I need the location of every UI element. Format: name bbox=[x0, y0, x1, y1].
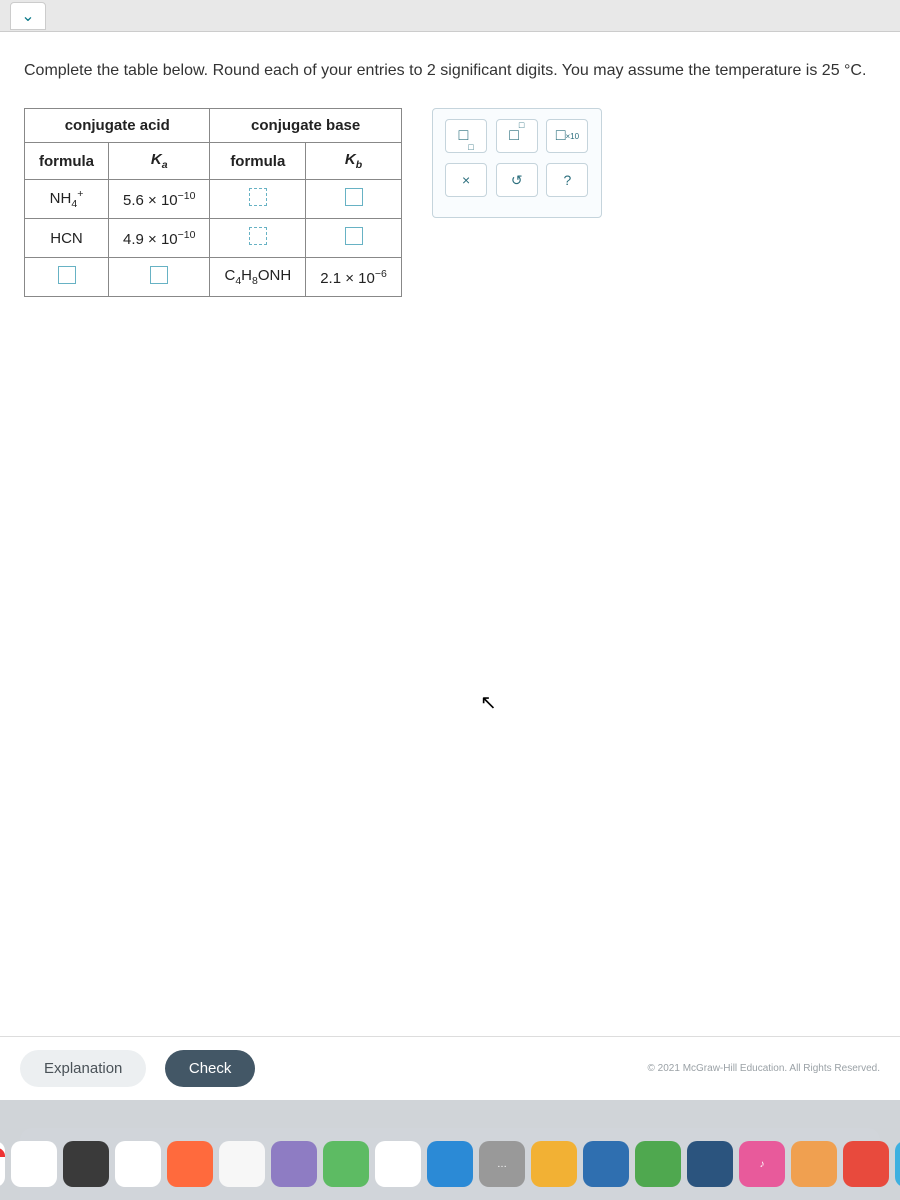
mouse-cursor-icon: ↖ bbox=[480, 690, 497, 715]
input-tool-panel: □□ □□ □×10 × ↺ ? bbox=[432, 108, 602, 218]
col-kb: Kb bbox=[306, 143, 402, 180]
dock-app[interactable] bbox=[791, 1141, 837, 1187]
superscript-tool[interactable]: □□ bbox=[496, 119, 538, 153]
kb-cell[interactable] bbox=[306, 219, 402, 258]
dock-app[interactable] bbox=[115, 1141, 161, 1187]
ka-cell[interactable] bbox=[109, 258, 210, 297]
dock-app[interactable] bbox=[531, 1141, 577, 1187]
instruction-text: Complete the table below. Round each of … bbox=[24, 62, 876, 80]
ka-cell[interactable]: 4.9 × 10−10 bbox=[109, 219, 210, 258]
dock-app[interactable] bbox=[895, 1141, 900, 1187]
macos-dock: JUN 11 …♪ bbox=[20, 1128, 880, 1200]
dock-app[interactable] bbox=[271, 1141, 317, 1187]
dock-calendar[interactable]: JUN 11 bbox=[0, 1141, 5, 1187]
check-button[interactable]: Check bbox=[165, 1050, 256, 1087]
subscript-tool[interactable]: □□ bbox=[445, 119, 487, 153]
copyright-text: © 2021 McGraw-Hill Education. All Rights… bbox=[648, 1063, 880, 1074]
chevron-down-icon: ⌄ bbox=[21, 6, 34, 26]
header-conjugate-base: conjugate base bbox=[210, 109, 401, 143]
table-row: C4H8ONH2.1 × 10−6 bbox=[25, 258, 402, 297]
back-tab[interactable]: ⌄ bbox=[10, 2, 46, 30]
dock-app[interactable] bbox=[167, 1141, 213, 1187]
dock-app[interactable] bbox=[583, 1141, 629, 1187]
table-row: NH4+5.6 × 10−10 bbox=[25, 180, 402, 219]
dock-app[interactable] bbox=[375, 1141, 421, 1187]
clear-tool[interactable]: × bbox=[445, 163, 487, 197]
base-formula-cell[interactable] bbox=[210, 219, 306, 258]
undo-tool[interactable]: ↺ bbox=[496, 163, 538, 197]
kb-cell[interactable]: 2.1 × 10−6 bbox=[306, 258, 402, 297]
base-formula-cell[interactable]: C4H8ONH bbox=[210, 258, 306, 297]
tab-bar: ⌄ bbox=[0, 0, 900, 32]
explanation-button[interactable]: Explanation bbox=[20, 1050, 146, 1087]
dock-app[interactable] bbox=[635, 1141, 681, 1187]
table-row: HCN4.9 × 10−10 bbox=[25, 219, 402, 258]
dock-app[interactable] bbox=[63, 1141, 109, 1187]
ka-cell[interactable]: 5.6 × 10−10 bbox=[109, 180, 210, 219]
footer-bar: Explanation Check © 2021 McGraw-Hill Edu… bbox=[0, 1036, 900, 1100]
dock-app[interactable] bbox=[11, 1141, 57, 1187]
col-ka: Ka bbox=[109, 143, 210, 180]
scientific-tool[interactable]: □×10 bbox=[546, 119, 588, 153]
base-formula-cell[interactable] bbox=[210, 180, 306, 219]
dock-app[interactable]: ♪ bbox=[739, 1141, 785, 1187]
dock-app[interactable] bbox=[687, 1141, 733, 1187]
dock-app[interactable] bbox=[323, 1141, 369, 1187]
col-base-formula: formula bbox=[210, 143, 306, 180]
dock-app[interactable]: … bbox=[479, 1141, 525, 1187]
help-tool[interactable]: ? bbox=[546, 163, 588, 197]
acid-base-table: conjugate acid conjugate base formula Ka… bbox=[24, 108, 402, 297]
acid-formula-cell[interactable]: HCN bbox=[25, 219, 109, 258]
header-conjugate-acid: conjugate acid bbox=[25, 109, 210, 143]
col-acid-formula: formula bbox=[25, 143, 109, 180]
kb-cell[interactable] bbox=[306, 180, 402, 219]
acid-formula-cell[interactable] bbox=[25, 258, 109, 297]
dock-app[interactable] bbox=[843, 1141, 889, 1187]
dock-app[interactable] bbox=[219, 1141, 265, 1187]
acid-formula-cell[interactable]: NH4+ bbox=[25, 180, 109, 219]
dock-app[interactable] bbox=[427, 1141, 473, 1187]
